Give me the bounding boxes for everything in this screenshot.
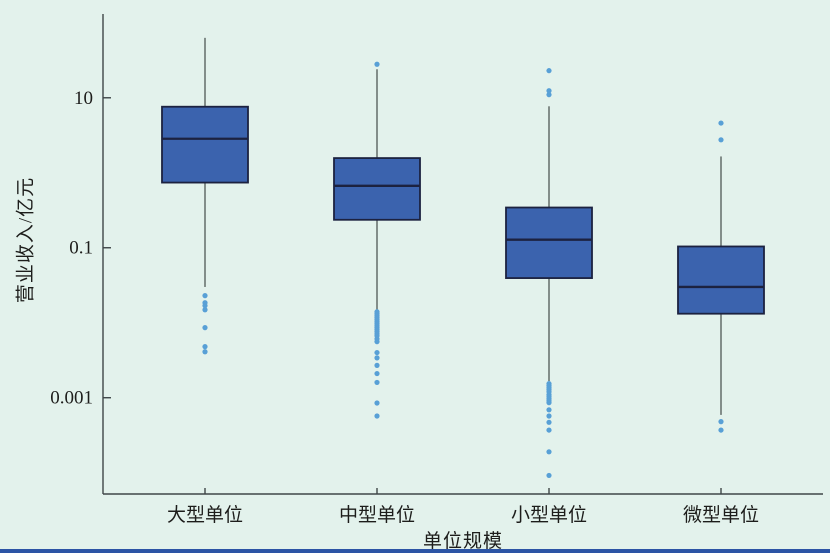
boxplot-3	[505, 68, 593, 479]
outlier-dot	[718, 137, 724, 143]
outlier-dot	[718, 120, 724, 126]
outlier-dot	[202, 344, 208, 350]
outlier-dot	[202, 303, 208, 309]
box-rect	[161, 105, 249, 184]
boxplot-4	[677, 120, 765, 433]
outlier-dot	[546, 427, 552, 433]
y-tick-label: 10	[74, 88, 93, 109]
outlier-dot	[202, 349, 208, 355]
outlier-dot	[374, 379, 380, 386]
y-tick-label: 0.001	[50, 388, 93, 409]
box-rect	[677, 245, 765, 315]
outlier-dot	[546, 407, 552, 413]
outlier-dot	[546, 400, 552, 406]
boxplot-2	[333, 61, 421, 419]
outlier-dot	[202, 293, 208, 299]
y-tick-label: 0.1	[69, 238, 93, 259]
outlier-dot	[546, 449, 552, 455]
bottom-accent-strip	[0, 549, 830, 553]
outlier-dot	[546, 68, 552, 74]
boxplot-1	[161, 37, 249, 355]
outlier-dot	[546, 88, 552, 94]
outlier-dot	[202, 325, 208, 331]
outlier-dot	[374, 370, 380, 377]
outlier-dot	[374, 362, 380, 368]
outlier-dot	[718, 419, 724, 425]
outlier-dot	[546, 413, 552, 419]
outlier-dot	[374, 349, 380, 356]
x-tick-label: 中型单位	[339, 504, 415, 526]
outlier-dot	[546, 472, 552, 479]
outlier-dot	[546, 92, 552, 98]
outlier-dot	[374, 61, 380, 67]
outlier-dot	[546, 419, 552, 425]
outlier-dot	[202, 307, 208, 313]
box-rect	[333, 157, 421, 221]
x-axis-title: 单位规模	[422, 531, 503, 552]
x-tick-label: 小型单位	[511, 504, 587, 526]
x-tick-label: 微型单位	[683, 504, 759, 526]
box-rect	[505, 206, 593, 279]
y-axis-title: 营业收入/亿元	[15, 176, 37, 304]
outlier-dot	[374, 400, 380, 406]
outlier-dot	[374, 355, 380, 361]
outlier-dot	[718, 427, 724, 433]
outlier-dot	[374, 339, 380, 345]
outlier-dot	[374, 413, 380, 419]
x-tick-label: 大型单位	[167, 504, 243, 526]
